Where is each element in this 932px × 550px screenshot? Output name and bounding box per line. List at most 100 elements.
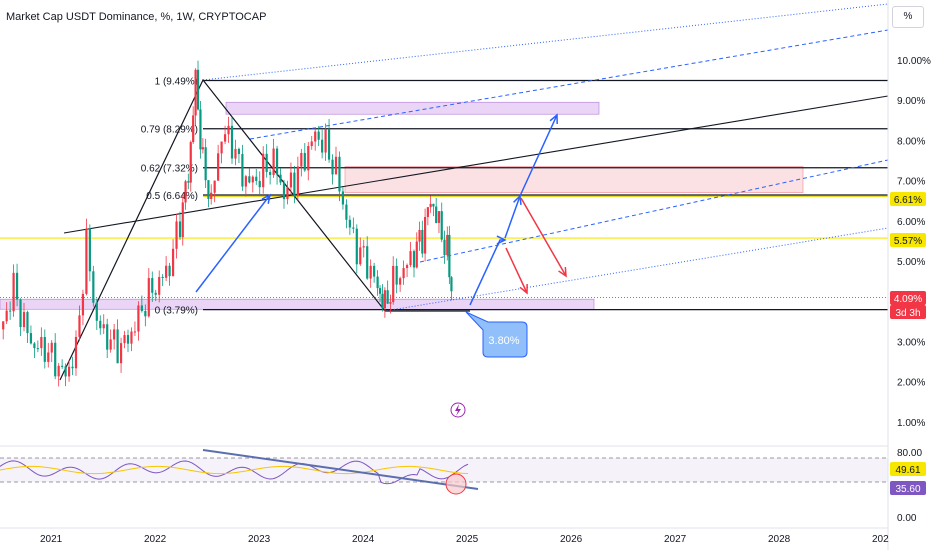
candle-body (57, 365, 60, 377)
projection-arrow-red-2-head (519, 283, 528, 295)
unit-button[interactable]: % (892, 6, 924, 28)
candle-body (303, 152, 306, 171)
projection-arrow-red-1-head (558, 266, 567, 278)
candle-body (331, 159, 334, 175)
rsi-label-text: 49.61 (895, 465, 920, 476)
y-tick-label: 10.00% (897, 56, 931, 67)
rsi-label-text: 35.60 (895, 484, 920, 495)
candle-body (272, 148, 275, 175)
candle-body (147, 278, 150, 317)
candle-body (362, 246, 365, 248)
candle-body (196, 69, 200, 110)
price-label-text: 5.57% (894, 236, 922, 247)
price-callout-label: 3.80% (488, 335, 519, 347)
candle-body (199, 109, 202, 150)
candle-body (194, 69, 197, 116)
candle-body (19, 299, 22, 328)
lightning-icon-bolt (455, 404, 461, 416)
candle-body (192, 115, 195, 143)
candle-body (399, 278, 402, 285)
candle-body (310, 141, 313, 147)
candle-body (440, 211, 443, 240)
candle-body (26, 312, 29, 334)
candle-body (88, 228, 91, 272)
y-tick-label: 2.00% (897, 378, 925, 389)
x-tick-label: 2027 (664, 534, 687, 545)
y-tick-label: 1.00% (897, 418, 925, 429)
zigzag-pattern (59, 78, 470, 381)
candle-body (345, 204, 348, 220)
candle-body (102, 324, 105, 329)
candle-body (446, 234, 449, 256)
candle-body (207, 180, 210, 200)
fib-level-label: 1 (9.49%) (155, 77, 198, 88)
candle-body (269, 172, 272, 175)
candle-body (12, 272, 15, 312)
candle-body (376, 276, 379, 289)
channel-line-upper (249, 29, 889, 140)
x-tick-label: 2022 (144, 534, 167, 545)
x-tick-label: 2028 (768, 534, 791, 545)
price-label-badge (890, 291, 926, 305)
candle-body (429, 203, 432, 208)
candle-body (423, 217, 427, 254)
chart-title: Market Cap USDT Dominance, %, 1W, CRYPTO… (6, 11, 266, 23)
candle-body (251, 176, 254, 183)
projection-arrow-red-2 (505, 247, 528, 294)
candle-body (255, 176, 258, 181)
candle-body (435, 206, 438, 223)
candle-body (133, 331, 137, 333)
candle-body (378, 288, 382, 294)
candle-body (395, 265, 398, 285)
price-label-text: 6.61% (894, 195, 922, 206)
candle-body (258, 180, 261, 188)
candle-body (327, 129, 331, 160)
candle-body (178, 221, 182, 238)
demand-zone (0, 298, 595, 310)
rsi-tick-label: 0.00 (897, 513, 917, 524)
supply-zone-mid (344, 166, 804, 193)
candle-body (348, 219, 351, 228)
channel-line-top (202, 3, 889, 81)
candle-body (244, 176, 247, 187)
rsi-pane (0, 449, 888, 495)
candle-body (409, 251, 412, 266)
projection-arrow-4 (519, 114, 558, 197)
candle-body (289, 172, 293, 188)
x-tick-label: 2026 (560, 534, 583, 545)
candle-body (123, 335, 126, 344)
candle-body (262, 153, 265, 188)
x-tick-label: 2021 (40, 534, 63, 545)
rsi-band (0, 458, 888, 482)
candle-body (296, 166, 299, 196)
candle-body (366, 246, 369, 279)
candle-body (386, 290, 389, 304)
projection-arrow-3 (504, 195, 521, 239)
candle-body (317, 131, 320, 140)
price-label-badge (890, 192, 926, 206)
candle-body (61, 365, 64, 367)
candle-body (15, 272, 19, 300)
projection-arrow-1 (195, 194, 271, 293)
y-tick-label: 8.00% (897, 136, 925, 147)
candle-body (210, 192, 213, 200)
rsi-label-badge (890, 481, 926, 495)
candle-body (151, 278, 154, 293)
candle-body (286, 187, 289, 200)
candle-body (22, 312, 26, 328)
candle-body (405, 265, 409, 269)
fib-level-label: 0.5 (6.64%) (146, 191, 198, 202)
candle-body (418, 229, 421, 242)
candle-body (54, 342, 57, 377)
candle-body (2, 321, 5, 330)
candle-body (227, 125, 230, 135)
x-tick-label: 2024 (352, 534, 375, 545)
fib-level-label: 0.62 (7.32%) (141, 164, 198, 175)
x-tick-label: 2025 (456, 534, 479, 545)
candle-body (279, 174, 282, 183)
candle-body (144, 310, 147, 317)
candle-body (74, 336, 78, 369)
candle-body (161, 276, 164, 278)
candle-body (81, 293, 85, 316)
